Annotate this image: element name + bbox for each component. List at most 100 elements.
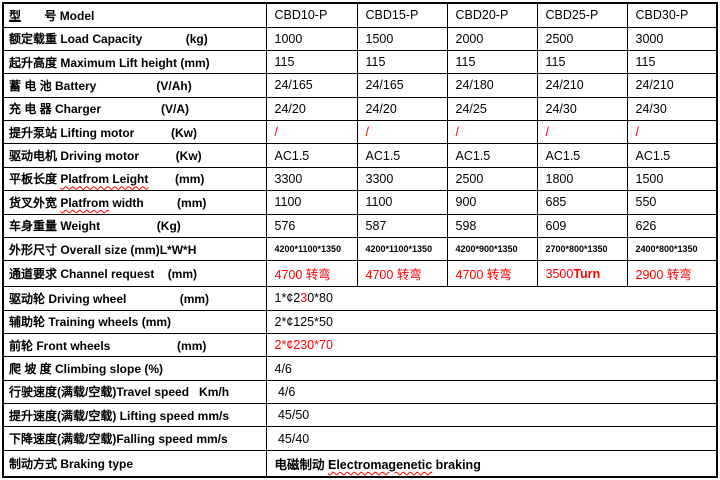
table-row: 行驶速度(满载/空载)Travel speed Km/h 4/6 bbox=[2, 379, 718, 405]
spec-value-cell-span: 4/6 bbox=[265, 379, 718, 405]
text-segment: 24/180 bbox=[455, 78, 494, 93]
text-segment: 4700 转弯 bbox=[455, 268, 512, 283]
text-segment: 蓄 电 池 Battery (V/Ah) bbox=[9, 78, 192, 93]
text-segment: 24/165 bbox=[274, 78, 313, 93]
spec-value-cell: 598 bbox=[446, 213, 538, 238]
text-segment: 充 电 器 Charger (V/A) bbox=[9, 102, 190, 117]
text-segment: 前轮 Front wheels (mm) bbox=[9, 338, 207, 353]
spec-value-cell: 3500Turn bbox=[536, 260, 628, 288]
spec-label-cell: 起升高度 Maximum Lift height (mm) bbox=[2, 49, 267, 75]
table-row: 制动方式 Braking type 电磁制动 Electromagenetic b… bbox=[2, 449, 718, 478]
text-segment: 550 bbox=[635, 195, 657, 210]
text-segment: 45/50 bbox=[274, 408, 310, 423]
spec-value-cell: 900 bbox=[446, 190, 538, 215]
spec-value-cell: CBD15-P bbox=[356, 2, 448, 28]
spec-value-cell-span: 45/40 bbox=[265, 426, 718, 451]
table-row: 车身重量 Weight (Kg) 576 587 598 609 626 bbox=[2, 213, 718, 238]
text-segment: 24/210 bbox=[635, 78, 674, 93]
table-row: 提升速度(满载/空载) Lifting speed mm/s 45/50 bbox=[2, 403, 718, 428]
table-row: 爬 坡 度 Climbing slope (%) 4/6 bbox=[2, 356, 718, 381]
spec-value-cell: AC1.5 bbox=[626, 143, 718, 168]
spec-value-cell: 2000 bbox=[446, 26, 538, 51]
text-segment: 额定载重 Load Capacity (kg) bbox=[9, 32, 208, 47]
text-segment: 起升高度 Maximum Lift height (mm) bbox=[9, 55, 210, 70]
spec-value-cell: 115 bbox=[626, 49, 718, 75]
spec-value-cell: / bbox=[536, 120, 628, 145]
text-segment: 598 bbox=[455, 218, 477, 233]
spec-value-cell: 1100 bbox=[356, 190, 448, 215]
table-row: 货叉外宽 Platfrom width (mm) 1100 1100 900 685 55… bbox=[2, 190, 718, 215]
text-segment: / bbox=[365, 125, 369, 140]
text-segment: 3500 bbox=[545, 266, 574, 281]
text-segment: 1000 bbox=[274, 31, 303, 46]
text-segment: 3300 bbox=[365, 171, 394, 186]
spec-value-cell: CBD25-P bbox=[536, 2, 628, 28]
spec-value-cell: 115 bbox=[446, 49, 538, 75]
spec-value-cell: 2500 bbox=[536, 26, 628, 51]
text-segment: braking bbox=[432, 457, 481, 472]
spec-label-cell: 制动方式 Braking type bbox=[2, 449, 267, 478]
spec-label-cell: 行驶速度(满载/空载)Travel speed Km/h bbox=[2, 379, 267, 405]
text-segment: 通道要求 Channel request (mm) bbox=[9, 267, 198, 282]
text-segment: / bbox=[545, 125, 549, 140]
text-segment: 下降速度(满载/空载)Falling speed mm/s bbox=[9, 432, 228, 447]
spec-value-cell: 4200*1100*1350 bbox=[265, 236, 358, 262]
text-segment: 576 bbox=[274, 218, 296, 233]
spec-value-cell: AC1.5 bbox=[536, 143, 628, 168]
spec-value-cell: 576 bbox=[265, 213, 358, 238]
spec-label-cell: 平板长度 Platfrom Leight (mm) bbox=[2, 166, 267, 192]
text-segment: AC1.5 bbox=[274, 148, 310, 163]
spec-label-cell: 前轮 Front wheels (mm) bbox=[2, 332, 267, 358]
text-segment: 号 Model bbox=[21, 8, 95, 23]
spec-value-cell-span: 2*¢230*70 bbox=[265, 332, 718, 358]
text-segment: (mm) bbox=[143, 195, 207, 210]
text-segment: 0*80 bbox=[307, 291, 333, 306]
text-segment: 2500 bbox=[545, 31, 574, 46]
text-segment: 2700*800*1350 bbox=[545, 244, 608, 255]
text-segment: 2*¢125*50 bbox=[274, 314, 333, 329]
text-segment: CBD15-P bbox=[365, 8, 419, 23]
spec-label-cell: 提升速度(满载/空载) Lifting speed mm/s bbox=[2, 403, 267, 428]
table-row: 平板长度 Platfrom Leight (mm) 3300 3300 2500 180… bbox=[2, 166, 718, 192]
spec-value-cell: 2400*800*1350 bbox=[626, 236, 718, 262]
table-row: 额定载重 Load Capacity (kg) 1000 1500 2000 2500 3… bbox=[2, 26, 718, 51]
spec-value-cell: AC1.5 bbox=[356, 143, 448, 168]
text-segment: CBD30-P bbox=[635, 8, 689, 23]
text-segment: 587 bbox=[365, 218, 387, 233]
text-segment: 24/210 bbox=[545, 78, 584, 93]
text-segment: / bbox=[635, 125, 639, 140]
text-segment: Electromagenetic bbox=[327, 457, 433, 472]
spec-value-cell: 24/25 bbox=[446, 96, 538, 122]
spec-value-cell: 24/30 bbox=[626, 96, 718, 122]
spec-value-cell: / bbox=[446, 120, 538, 145]
spec-value-cell: 24/20 bbox=[265, 96, 358, 122]
text-segment: 3000 bbox=[635, 31, 664, 46]
spec-label-cell: 驱动电机 Driving motor (Kw) bbox=[2, 143, 267, 168]
text-segment: AC1.5 bbox=[455, 148, 491, 163]
spec-label-cell: 车身重量 Weight (Kg) bbox=[2, 213, 267, 238]
text-segment: 4200*1100*1350 bbox=[365, 244, 433, 255]
table-row: 起升高度 Maximum Lift height (mm) 115 115 115 11… bbox=[2, 49, 718, 75]
text-segment: 24/165 bbox=[365, 78, 404, 93]
text-segment: AC1.5 bbox=[365, 148, 401, 163]
text-segment: 4200*900*1350 bbox=[455, 244, 518, 255]
text-segment: 货叉外宽 bbox=[9, 195, 61, 210]
text-segment: 115 bbox=[455, 55, 476, 70]
spec-value-cell-span: 45/50 bbox=[265, 403, 718, 428]
spec-value-cell: 3300 bbox=[356, 166, 448, 192]
text-segment: Platfrom bbox=[60, 195, 110, 210]
spec-value-cell: CBD10-P bbox=[265, 2, 358, 28]
text-segment: 4200*1100*1350 bbox=[274, 244, 342, 255]
text-segment: 1500 bbox=[365, 31, 394, 46]
text-segment: 115 bbox=[274, 55, 295, 70]
table-row: 提升泵站 Lifting motor (Kw) / / / / / bbox=[2, 120, 718, 145]
text-segment: 驱动电机 Driving motor (Kw) bbox=[9, 149, 202, 164]
spec-value-cell-span: 2*¢125*50 bbox=[265, 309, 718, 334]
text-segment: 115 bbox=[635, 55, 656, 70]
spec-value-cell-span: 4/6 bbox=[265, 356, 718, 381]
text-segment: 2900 转弯 bbox=[635, 268, 692, 283]
spec-label-cell: 外形尺寸 Overall size (mm)L*W*H bbox=[2, 236, 267, 262]
text-segment: 24/30 bbox=[545, 101, 577, 116]
